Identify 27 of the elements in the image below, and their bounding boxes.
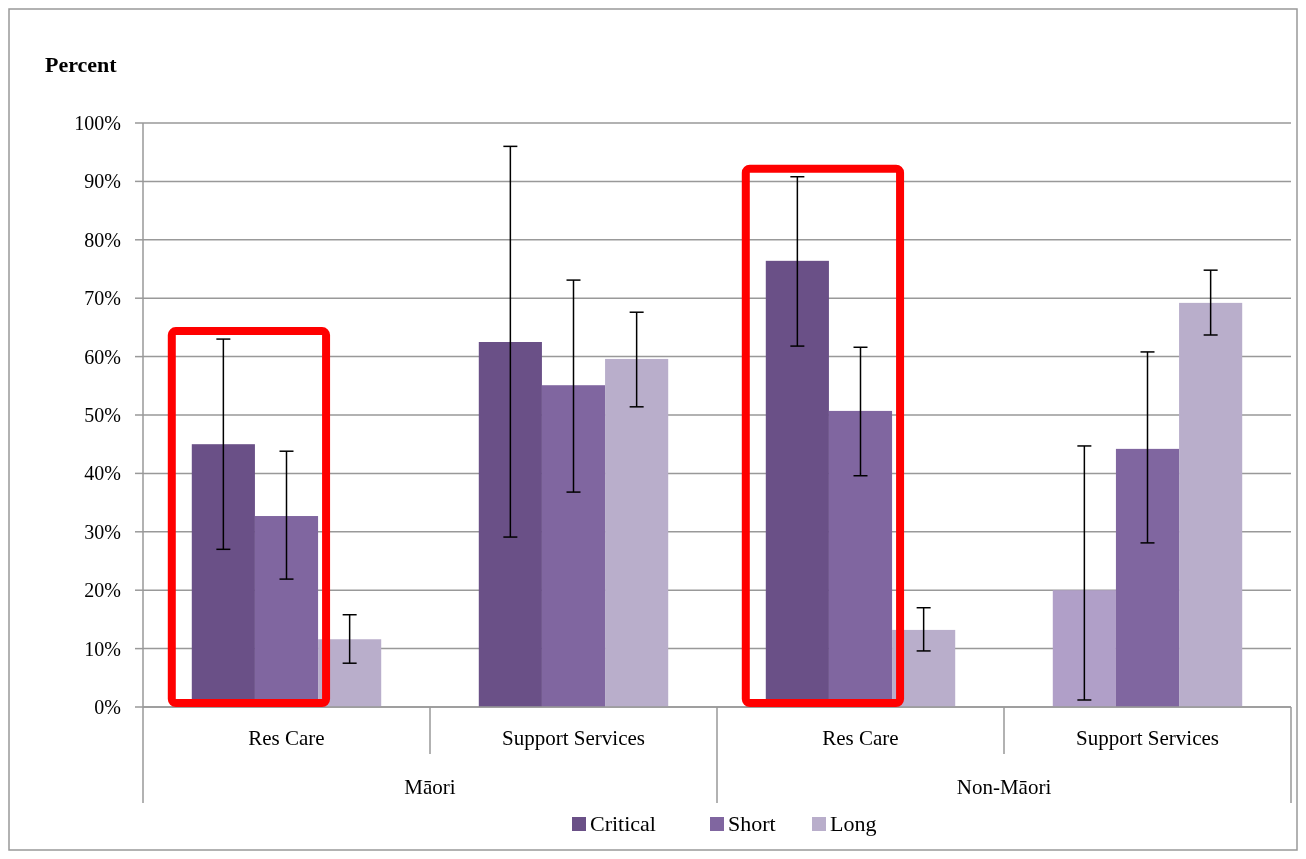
y-tick-label: 90%: [84, 170, 121, 193]
y-tick-label: 0%: [94, 696, 121, 718]
y-tick-label: 60%: [84, 345, 121, 368]
text: Non-Māori: [956, 775, 1052, 799]
bar: [1179, 302, 1243, 707]
y-tick-label: 80%: [84, 228, 121, 251]
y-tick-label: 50%: [84, 404, 121, 426]
y-axis-title: Percent: [45, 52, 118, 77]
bar: [1052, 590, 1116, 707]
y-tick-label: 10%: [84, 637, 121, 660]
y-tick-label: 30%: [84, 520, 121, 543]
text: Māori: [404, 775, 456, 799]
x-tick-label: Res Care: [822, 726, 899, 750]
y-tick-label: 20%: [84, 579, 121, 602]
y-tick-label: 100%: [74, 112, 121, 134]
x-tick-label: Support Services: [1076, 726, 1219, 750]
legend-label: Critical: [590, 811, 656, 836]
bar: [605, 358, 669, 707]
bar: [541, 385, 606, 707]
bar: [1115, 448, 1180, 707]
x-tick-label: Support Services: [502, 726, 645, 750]
legend-label: Long: [830, 811, 877, 836]
y-tick-label: 40%: [84, 462, 121, 485]
x-tick-label: Res Care: [248, 726, 325, 750]
bar: [478, 342, 542, 707]
y-tick-label: 70%: [84, 287, 121, 310]
legend-label: Short: [728, 811, 776, 836]
